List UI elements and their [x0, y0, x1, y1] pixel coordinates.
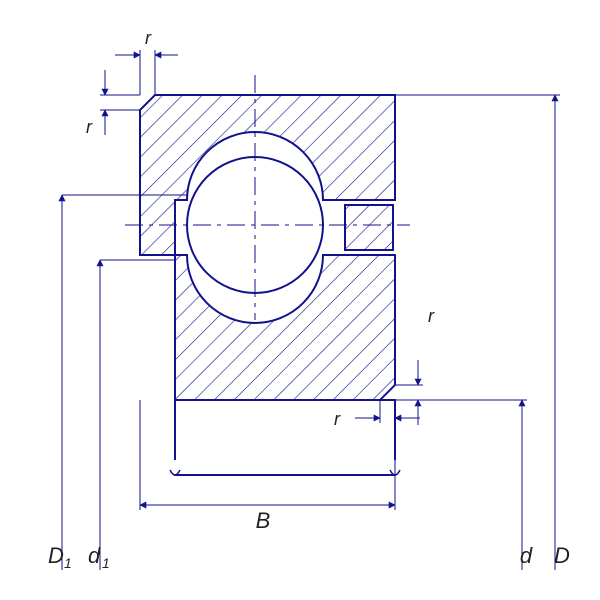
label-D1-base: D [48, 543, 64, 568]
retainer-slot [345, 205, 393, 250]
label-B: B [256, 508, 271, 533]
label-d1-sub: 1 [102, 555, 110, 571]
label-r-bot-right: r [428, 306, 435, 326]
label-d1-base: d [88, 543, 101, 568]
diagram-svg: D d B r r r r D 1 d 1 [0, 0, 600, 600]
labels-subscript: D 1 d 1 [48, 543, 110, 571]
bearing-cross-section-diagram: D d B r r r r D 1 d 1 [0, 0, 600, 600]
label-r-top-v: r [86, 117, 93, 137]
label-r-top-h: r [145, 28, 152, 48]
label-r-bot-left: r [334, 409, 341, 429]
label-D: D [554, 543, 570, 568]
shaft-section [175, 400, 395, 475]
label-D1-sub: 1 [64, 555, 72, 571]
label-d: d [520, 543, 533, 568]
